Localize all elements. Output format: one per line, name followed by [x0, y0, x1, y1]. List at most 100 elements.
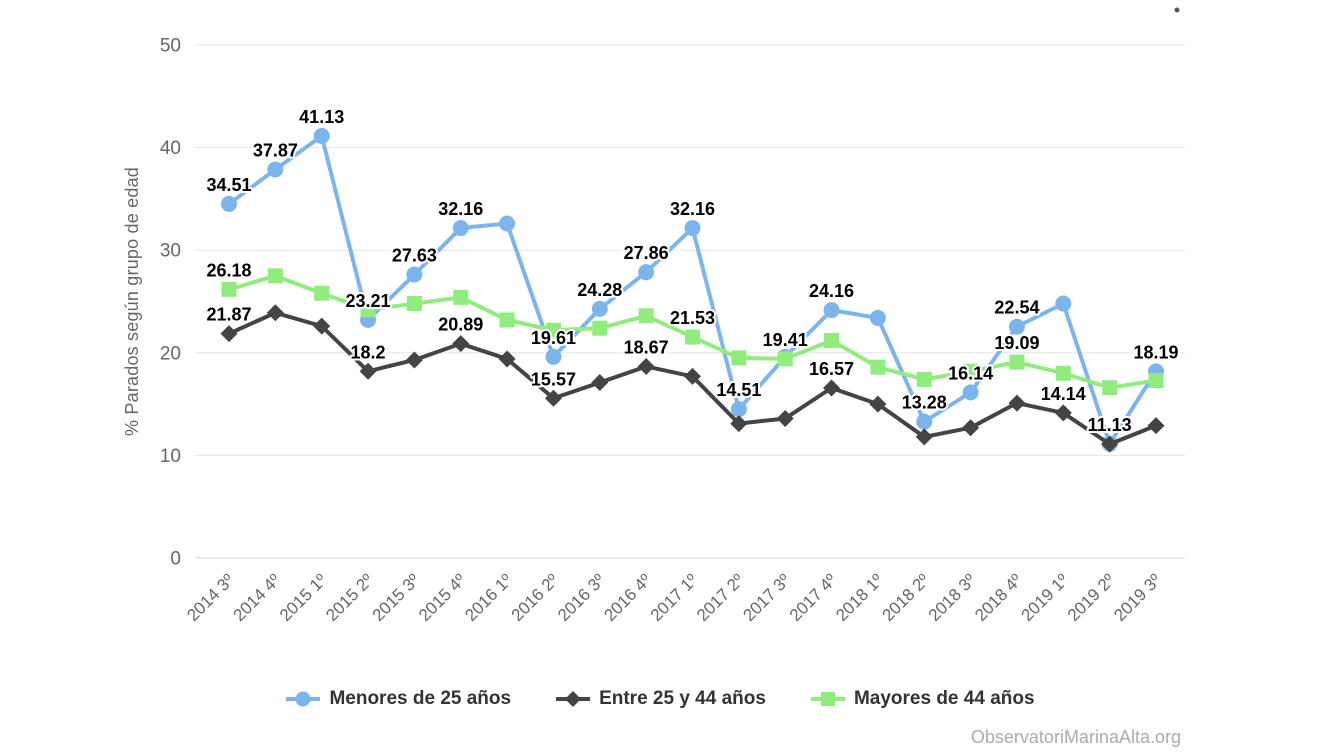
data-point-marker[interactable]: [776, 409, 794, 427]
data-point-marker[interactable]: [545, 322, 561, 338]
data-label: 14.51: [716, 380, 761, 400]
data-point-marker[interactable]: [452, 220, 469, 237]
data-label: 27.86: [624, 243, 669, 263]
data-point-marker[interactable]: [1009, 354, 1025, 370]
legend-item-label: Menores de 25 años: [329, 688, 512, 709]
x-axis-label: 2017 4º: [786, 570, 841, 625]
data-point-marker[interactable]: [916, 413, 933, 430]
data-point-marker[interactable]: [916, 371, 932, 387]
data-point-marker[interactable]: [824, 332, 840, 348]
data-point-marker[interactable]: [359, 362, 377, 380]
data-point-marker[interactable]: [685, 329, 700, 345]
data-label: 23.21: [346, 291, 391, 311]
legend: Menores de 25 años Entre 25 y 44 años Ma…: [0, 688, 1320, 710]
data-point-marker[interactable]: [1054, 404, 1072, 422]
data-label: 27.63: [392, 246, 437, 266]
x-axis-label: 2016 4º: [600, 570, 655, 625]
data-point-marker[interactable]: [1101, 435, 1119, 453]
data-point-marker[interactable]: [499, 215, 516, 232]
data-label: 18.67: [624, 337, 669, 357]
data-point-marker[interactable]: [406, 266, 423, 283]
x-axis-label: 2016 2º: [508, 570, 563, 625]
data-point-marker[interactable]: [453, 289, 469, 305]
data-point-marker[interactable]: [405, 351, 423, 369]
data-point-marker[interactable]: [221, 195, 237, 212]
data-point-marker[interactable]: [637, 357, 655, 375]
data-label: 24.16: [809, 281, 854, 301]
data-point-marker[interactable]: [963, 363, 979, 379]
data-point-marker[interactable]: [220, 325, 238, 343]
data-point-marker[interactable]: [962, 419, 980, 437]
data-label: 18.2: [351, 342, 386, 362]
data-point-marker[interactable]: [684, 220, 701, 237]
data-point-marker[interactable]: [452, 335, 470, 353]
data-point-marker[interactable]: [1102, 380, 1118, 396]
y-axis-tick-label: 0: [170, 549, 181, 570]
data-point-marker[interactable]: [869, 309, 886, 326]
y-axis-tick-label: 30: [160, 241, 181, 262]
data-point-marker[interactable]: [592, 320, 608, 336]
x-axis-label: 2016 3º: [554, 570, 609, 625]
data-point-marker[interactable]: [591, 374, 609, 392]
legend-item-menores-de-25[interactable]: Menores de 25 años: [285, 688, 511, 710]
data-point-marker[interactable]: [498, 350, 516, 368]
data-label: 19.09: [994, 333, 1039, 353]
data-point-marker[interactable]: [313, 128, 330, 145]
data-point-marker[interactable]: [1008, 318, 1025, 335]
data-point-marker[interactable]: [360, 302, 376, 318]
y-axis-tick-label: 40: [160, 138, 181, 159]
legend-item-entre-25-y-44[interactable]: Entre 25 y 44 años: [555, 688, 766, 710]
data-label: 16.57: [809, 359, 854, 379]
data-point-marker[interactable]: [267, 161, 284, 178]
legend-marker-diamond-icon: [555, 690, 591, 708]
data-point-marker[interactable]: [730, 415, 748, 433]
data-label: 19.41: [763, 330, 808, 350]
data-point-marker[interactable]: [499, 312, 515, 328]
data-point-marker[interactable]: [731, 350, 747, 366]
data-point-marker[interactable]: [314, 285, 330, 301]
data-label: 32.16: [438, 199, 483, 219]
data-point-marker[interactable]: [870, 359, 886, 375]
x-axis-label: 2019 2º: [1064, 570, 1119, 625]
data-label: 41.13: [299, 107, 344, 127]
data-point-marker[interactable]: [1148, 373, 1164, 389]
data-point-marker[interactable]: [591, 300, 608, 317]
data-point-marker[interactable]: [1055, 295, 1072, 312]
x-axis-label: 2016 1º: [461, 570, 516, 625]
data-point-marker[interactable]: [1008, 394, 1026, 412]
x-axis-label: 2018 3º: [925, 570, 980, 625]
x-axis-label: 2014 4º: [230, 570, 285, 625]
legend-item-label: Mayores de 44 años: [853, 688, 1035, 709]
data-point-marker[interactable]: [544, 389, 562, 407]
data-point-marker[interactable]: [406, 296, 422, 312]
x-axis-label: 2018 2º: [878, 570, 933, 625]
data-point-marker[interactable]: [823, 302, 840, 319]
data-label: 16.14: [948, 363, 993, 383]
data-point-marker[interactable]: [684, 367, 701, 385]
data-label: 32.16: [670, 199, 715, 219]
data-point-marker[interactable]: [823, 379, 841, 397]
cursor-dot: [1174, 7, 1180, 13]
data-label: 24.28: [577, 280, 622, 300]
data-point-marker[interactable]: [915, 428, 933, 446]
data-point-marker[interactable]: [638, 264, 655, 281]
data-point-marker[interactable]: [545, 348, 562, 365]
data-point-marker[interactable]: [962, 384, 979, 401]
legend-item-mayores-de-44[interactable]: Mayores de 44 años: [810, 688, 1035, 710]
data-point-marker[interactable]: [638, 308, 654, 324]
data-point-marker[interactable]: [1055, 365, 1071, 381]
credit-link[interactable]: ObservatoriMarinaAlta.org: [970, 727, 1181, 747]
data-point-marker[interactable]: [730, 401, 747, 418]
data-point-marker[interactable]: [869, 395, 887, 413]
data-point-marker[interactable]: [266, 304, 284, 322]
x-axis-label: 2015 1º: [276, 570, 331, 625]
data-point-marker[interactable]: [777, 351, 793, 367]
x-axis-label: 2018 4º: [971, 570, 1026, 625]
data-point-marker[interactable]: [267, 268, 283, 284]
data-point-marker[interactable]: [221, 281, 237, 297]
data-point-marker[interactable]: [1147, 417, 1165, 435]
y-axis-tick-label: 10: [160, 446, 181, 467]
data-point-marker[interactable]: [313, 317, 331, 335]
x-axis-label: 2017 1º: [647, 570, 702, 625]
